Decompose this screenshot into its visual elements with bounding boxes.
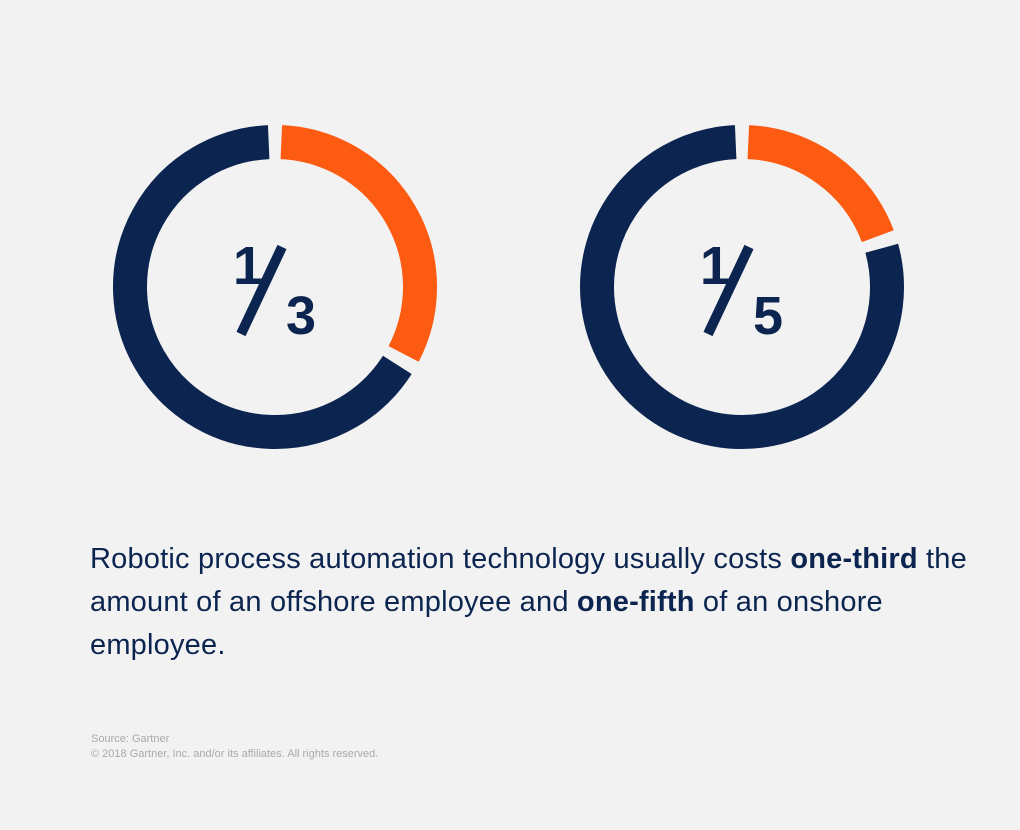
caption-bold-one-third: one-third — [790, 543, 918, 575]
source-line: Source: Gartner — [91, 733, 170, 745]
donut-chart-one-third: 13 — [113, 125, 437, 449]
copyright-line: © 2018 Gartner, Inc. and/or its affiliat… — [91, 748, 379, 760]
caption-text: Robotic process automation technology us… — [90, 538, 970, 667]
caption-bold-one-fifth: one-fifth — [576, 586, 695, 618]
donut-charts: 13 15 — [113, 125, 904, 449]
fraction-slash — [236, 244, 287, 337]
source-note: Source: Gartner © 2018 Gartner, Inc. and… — [91, 732, 378, 762]
donut-slice-remainder — [113, 125, 412, 449]
caption-part-1: Robotic process automation technology us… — [90, 543, 791, 575]
fraction-numerator: 1 — [233, 236, 263, 296]
donut-slice-highlighted — [747, 125, 894, 243]
fraction-denominator: 5 — [753, 286, 783, 346]
fraction-numerator: 1 — [700, 236, 730, 296]
donut-slice-remainder — [580, 125, 904, 449]
donut-chart-one-fifth: 15 — [580, 125, 904, 449]
fraction-slash — [703, 244, 754, 337]
donut-slice-highlighted — [280, 125, 437, 362]
caption-part-2: the amount of an offshore employee and — [90, 543, 967, 618]
fraction-denominator: 3 — [286, 286, 316, 346]
caption-part-3: of an onshore employee. — [90, 586, 883, 661]
